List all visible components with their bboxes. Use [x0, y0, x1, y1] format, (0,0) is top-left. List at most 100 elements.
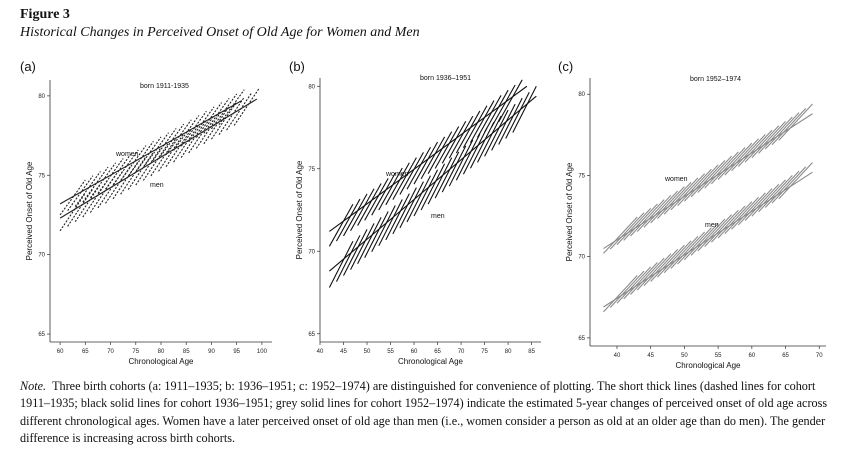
men-change-segment [357, 217, 382, 264]
women-change-segment [335, 198, 361, 242]
x-tick-label: 50 [364, 349, 371, 355]
women-series-label: women [115, 151, 139, 158]
x-tick-label: 65 [82, 349, 89, 355]
women-change-segment [670, 173, 706, 211]
x-tick-label: 85 [528, 349, 535, 355]
x-tick-label: 45 [340, 349, 347, 355]
men-change-segment [135, 147, 162, 186]
men-change-segment [413, 169, 439, 217]
men-change-segment [210, 101, 238, 140]
men-change-segment [378, 199, 403, 247]
women-change-segment [378, 167, 403, 211]
figure-note: Note. Three birth cohorts (a: 1911–1935; … [20, 378, 846, 447]
figure-charts: 60 65 70 75 80 85 90 95 100 65 70 75 80 Chronological… [25, 75, 826, 370]
women-change-segment [188, 106, 215, 143]
women-change-segment [737, 129, 773, 167]
y-tick-label: 80 [308, 84, 315, 90]
women-change-segment [448, 115, 474, 159]
men-change-segment [683, 222, 719, 261]
men-change-segment [636, 253, 672, 291]
y-tick-label: 70 [38, 253, 45, 259]
x-tick-label: 100 [257, 349, 268, 355]
x-tick-label: 60 [411, 349, 418, 355]
x-tick-label: 40 [317, 349, 324, 355]
men-change-segment [455, 133, 481, 181]
women-change-segment [697, 155, 733, 193]
men-change-segment [616, 266, 652, 304]
women-change-segment [399, 152, 424, 195]
men-change-segment [771, 166, 807, 204]
women-change-segment [392, 157, 417, 200]
men-change-segment [650, 244, 685, 282]
men-change-segment [328, 241, 354, 288]
y-tick-label: 70 [578, 255, 585, 261]
women-change-segment [744, 125, 780, 163]
women-change-segment [385, 162, 410, 206]
x-tick-label: 40 [614, 353, 621, 359]
women-change-segment [630, 199, 665, 237]
men-change-segment [448, 139, 474, 187]
men-change-segment [484, 109, 509, 157]
men-change-segment [218, 96, 245, 135]
men-change-segment [441, 145, 467, 193]
figure-title: Historical Changes in Perceived Onset of… [20, 25, 420, 40]
chart-subtitle: born 1936–1951 [420, 75, 471, 82]
women-change-segment [724, 138, 759, 176]
x-tick-label: 70 [816, 353, 823, 359]
women-change-segment [491, 84, 516, 128]
men-change-segment [385, 193, 410, 241]
men-change-segment [670, 231, 706, 269]
women-change-segment [427, 131, 453, 174]
women-change-segment [67, 175, 94, 211]
men-change-segment [82, 179, 109, 218]
x-tick-label: 55 [387, 349, 394, 355]
men-change-segment [195, 110, 223, 149]
x-tick-label: 55 [715, 353, 722, 359]
men-change-segment [643, 249, 679, 287]
women-change-segment [677, 168, 712, 206]
men-change-segment [406, 175, 431, 223]
women-change-segment [603, 216, 638, 254]
panel-letter-a: (a) [20, 59, 36, 74]
x-axis-label: Chronological Age [676, 361, 741, 370]
men-change-segment [59, 193, 86, 232]
x-tick-label: 80 [505, 349, 512, 355]
women-change-segment [343, 193, 368, 237]
women-change-segment [643, 190, 679, 228]
women-change-segment [498, 79, 523, 123]
men-change-segment [663, 236, 699, 274]
x-tick-label: 85 [183, 349, 190, 355]
women-change-segment [469, 100, 495, 143]
women-change-segment [120, 145, 147, 181]
x-tick-label: 95 [233, 349, 240, 355]
women-change-segment [413, 141, 439, 185]
x-tick-label: 60 [57, 349, 64, 355]
men-change-segment [74, 183, 101, 222]
men-change-segment [203, 106, 230, 145]
men-change-segment [112, 160, 139, 200]
men-change-segment [778, 162, 813, 200]
women-change-segment [609, 212, 645, 250]
men-change-segment [737, 188, 773, 226]
men-change-segment [434, 151, 460, 199]
men-change-segment [180, 119, 207, 158]
women-change-segment [616, 207, 652, 246]
x-tick-label: 90 [208, 349, 215, 355]
men-change-segment [335, 235, 361, 282]
x-tick-label: 45 [647, 353, 654, 359]
women-change-segment [59, 179, 86, 216]
women-change-segment [150, 128, 177, 164]
women-change-segment [484, 89, 509, 133]
men-change-segment [704, 209, 739, 248]
men-change-segment [105, 165, 132, 204]
men-change-segment [512, 86, 537, 133]
men-change-segment [724, 196, 759, 234]
men-change-segment [188, 115, 215, 154]
x-tick-label: 70 [107, 349, 114, 355]
women-change-segment [731, 134, 766, 172]
men-change-segment [67, 188, 94, 227]
men-change-segment [609, 270, 645, 308]
men-change-segment [623, 262, 658, 300]
x-axis-label: Chronological Age [398, 357, 463, 366]
men-change-segment [150, 138, 177, 177]
